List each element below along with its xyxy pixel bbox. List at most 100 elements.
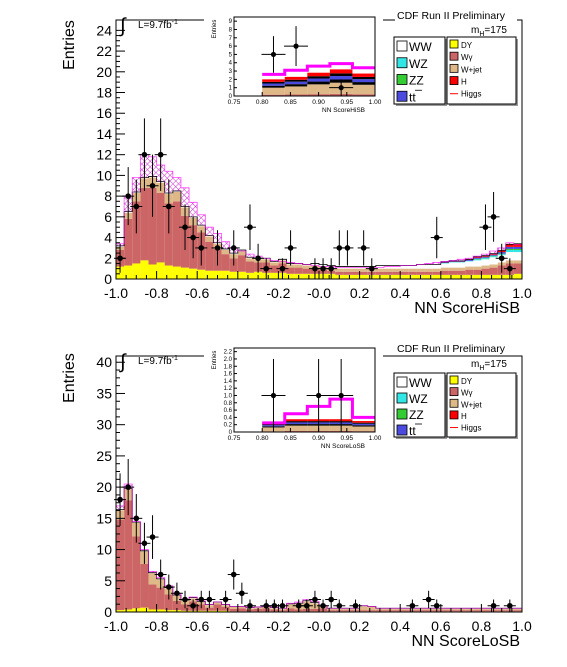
bar-wy (327, 610, 336, 612)
legend-swatch (449, 76, 459, 85)
bar-ww (205, 235, 214, 237)
data-point (271, 602, 278, 609)
inset-bar (329, 73, 353, 77)
bar-wjet (400, 608, 409, 611)
inset-bar (352, 425, 375, 427)
inset-y-tick-label: 2 (229, 77, 233, 83)
higgs-hatch (221, 241, 230, 249)
inset-y-tick-label: 1 (229, 86, 233, 92)
inset-x-axis-label: NN ScoreHiSB (322, 107, 365, 114)
bar-ww (400, 265, 409, 269)
inset-y-tick-label: 6 (229, 44, 233, 50)
bar-wjet (473, 266, 482, 270)
bar-wy (335, 271, 344, 275)
bar-wjet (327, 608, 336, 611)
bar-wjet (513, 260, 522, 264)
bar-ww (392, 265, 401, 269)
inset-y-tick-label: 1.4 (224, 379, 233, 385)
bar-wy (221, 607, 230, 611)
data-point (312, 596, 318, 603)
y-tick-label: 12 (96, 147, 112, 163)
bar-wjet (448, 267, 458, 271)
data-point (425, 596, 432, 603)
bar-dy (205, 270, 214, 279)
bar-wjet (302, 265, 311, 269)
bar-h (473, 256, 482, 258)
integral-icon: ∫ (119, 15, 127, 37)
bar-wy (124, 500, 133, 610)
data-point (490, 602, 497, 609)
bar-wy (392, 610, 401, 612)
chart-top: -1.0 -0.8 -0.6 -0.4 -0.2 -0.0 0.2 0.4 0.6 0.8 1.00… (61, 9, 532, 317)
bar-dy (124, 265, 133, 279)
bar-wy (432, 271, 441, 275)
bar-wy (172, 600, 181, 611)
inset-data-point (316, 392, 322, 399)
bar-tt (513, 246, 522, 249)
data-point (230, 571, 237, 578)
bar-ww (383, 265, 393, 269)
bar-wy (205, 241, 214, 271)
bar-dy (473, 274, 482, 279)
x-tick-label: 0.8 (472, 618, 492, 634)
bar-wjet (383, 268, 393, 272)
bar-wy (116, 519, 125, 611)
inset-x-tick-label: 1.00 (369, 435, 382, 442)
data-point (157, 571, 164, 578)
inset-y-tick-label: 2.0 (224, 357, 233, 363)
bar-dy (513, 273, 522, 279)
data-point (336, 602, 343, 609)
inset-bar (262, 83, 285, 86)
data-point (320, 602, 326, 609)
bar-wjet (197, 226, 206, 233)
bar-wz (481, 258, 490, 260)
legend-label: tt (409, 424, 416, 438)
y-tick-label: 15 (96, 510, 112, 526)
legend-box-right (446, 36, 517, 105)
bar-wjet (213, 602, 222, 605)
inset-y-tick-label: 2.2 (224, 350, 233, 356)
bar-tt (505, 246, 514, 249)
lumi-label: L=9.7fb-1 (138, 355, 178, 367)
higgs-hatch (481, 254, 490, 256)
y-tick-label: 2 (104, 250, 112, 266)
inset-data-point (338, 85, 344, 91)
x-tick-label: -0.0 (307, 618, 331, 634)
data-point (352, 602, 359, 609)
bar-dy (164, 265, 173, 279)
bar-ww (513, 252, 522, 261)
bar-wjet (351, 268, 360, 272)
chart-title: CDF Run II Preliminary (397, 10, 506, 22)
bar-dy (432, 274, 441, 279)
data-point (117, 496, 123, 503)
bar-wjet (432, 268, 441, 272)
bar-wjet (367, 607, 376, 611)
bar-ww (172, 190, 181, 192)
x-tick-label: -0.8 (145, 285, 169, 301)
bar-wjet (237, 251, 246, 256)
x-tick-label: 1.0 (512, 618, 532, 634)
legend-label: H (461, 78, 467, 87)
inset-data-point (270, 51, 277, 58)
bar-wjet (294, 264, 303, 268)
inset-bar (284, 424, 308, 426)
x-tick-label: 0.6 (431, 285, 451, 301)
data-point (247, 224, 253, 230)
bar-wy (140, 187, 149, 261)
bar-ww (375, 265, 384, 269)
bar-wz (448, 261, 458, 263)
bar-wjet (335, 268, 344, 272)
legend-swatch (396, 392, 408, 404)
inset-x-tick-label: 0.75 (228, 99, 241, 106)
inset-x-tick-label: 0.80 (256, 435, 269, 442)
x-tick-label: 0.4 (390, 618, 410, 634)
legend-swatch (449, 398, 459, 408)
bar-wz (440, 262, 449, 264)
inset-bar (284, 94, 308, 96)
inset-bar (352, 76, 375, 80)
data-point (328, 265, 334, 272)
data-point (133, 203, 140, 210)
x-tick-label: -0.6 (185, 618, 209, 634)
bar-dy (448, 274, 458, 279)
bar-wy (448, 610, 458, 612)
